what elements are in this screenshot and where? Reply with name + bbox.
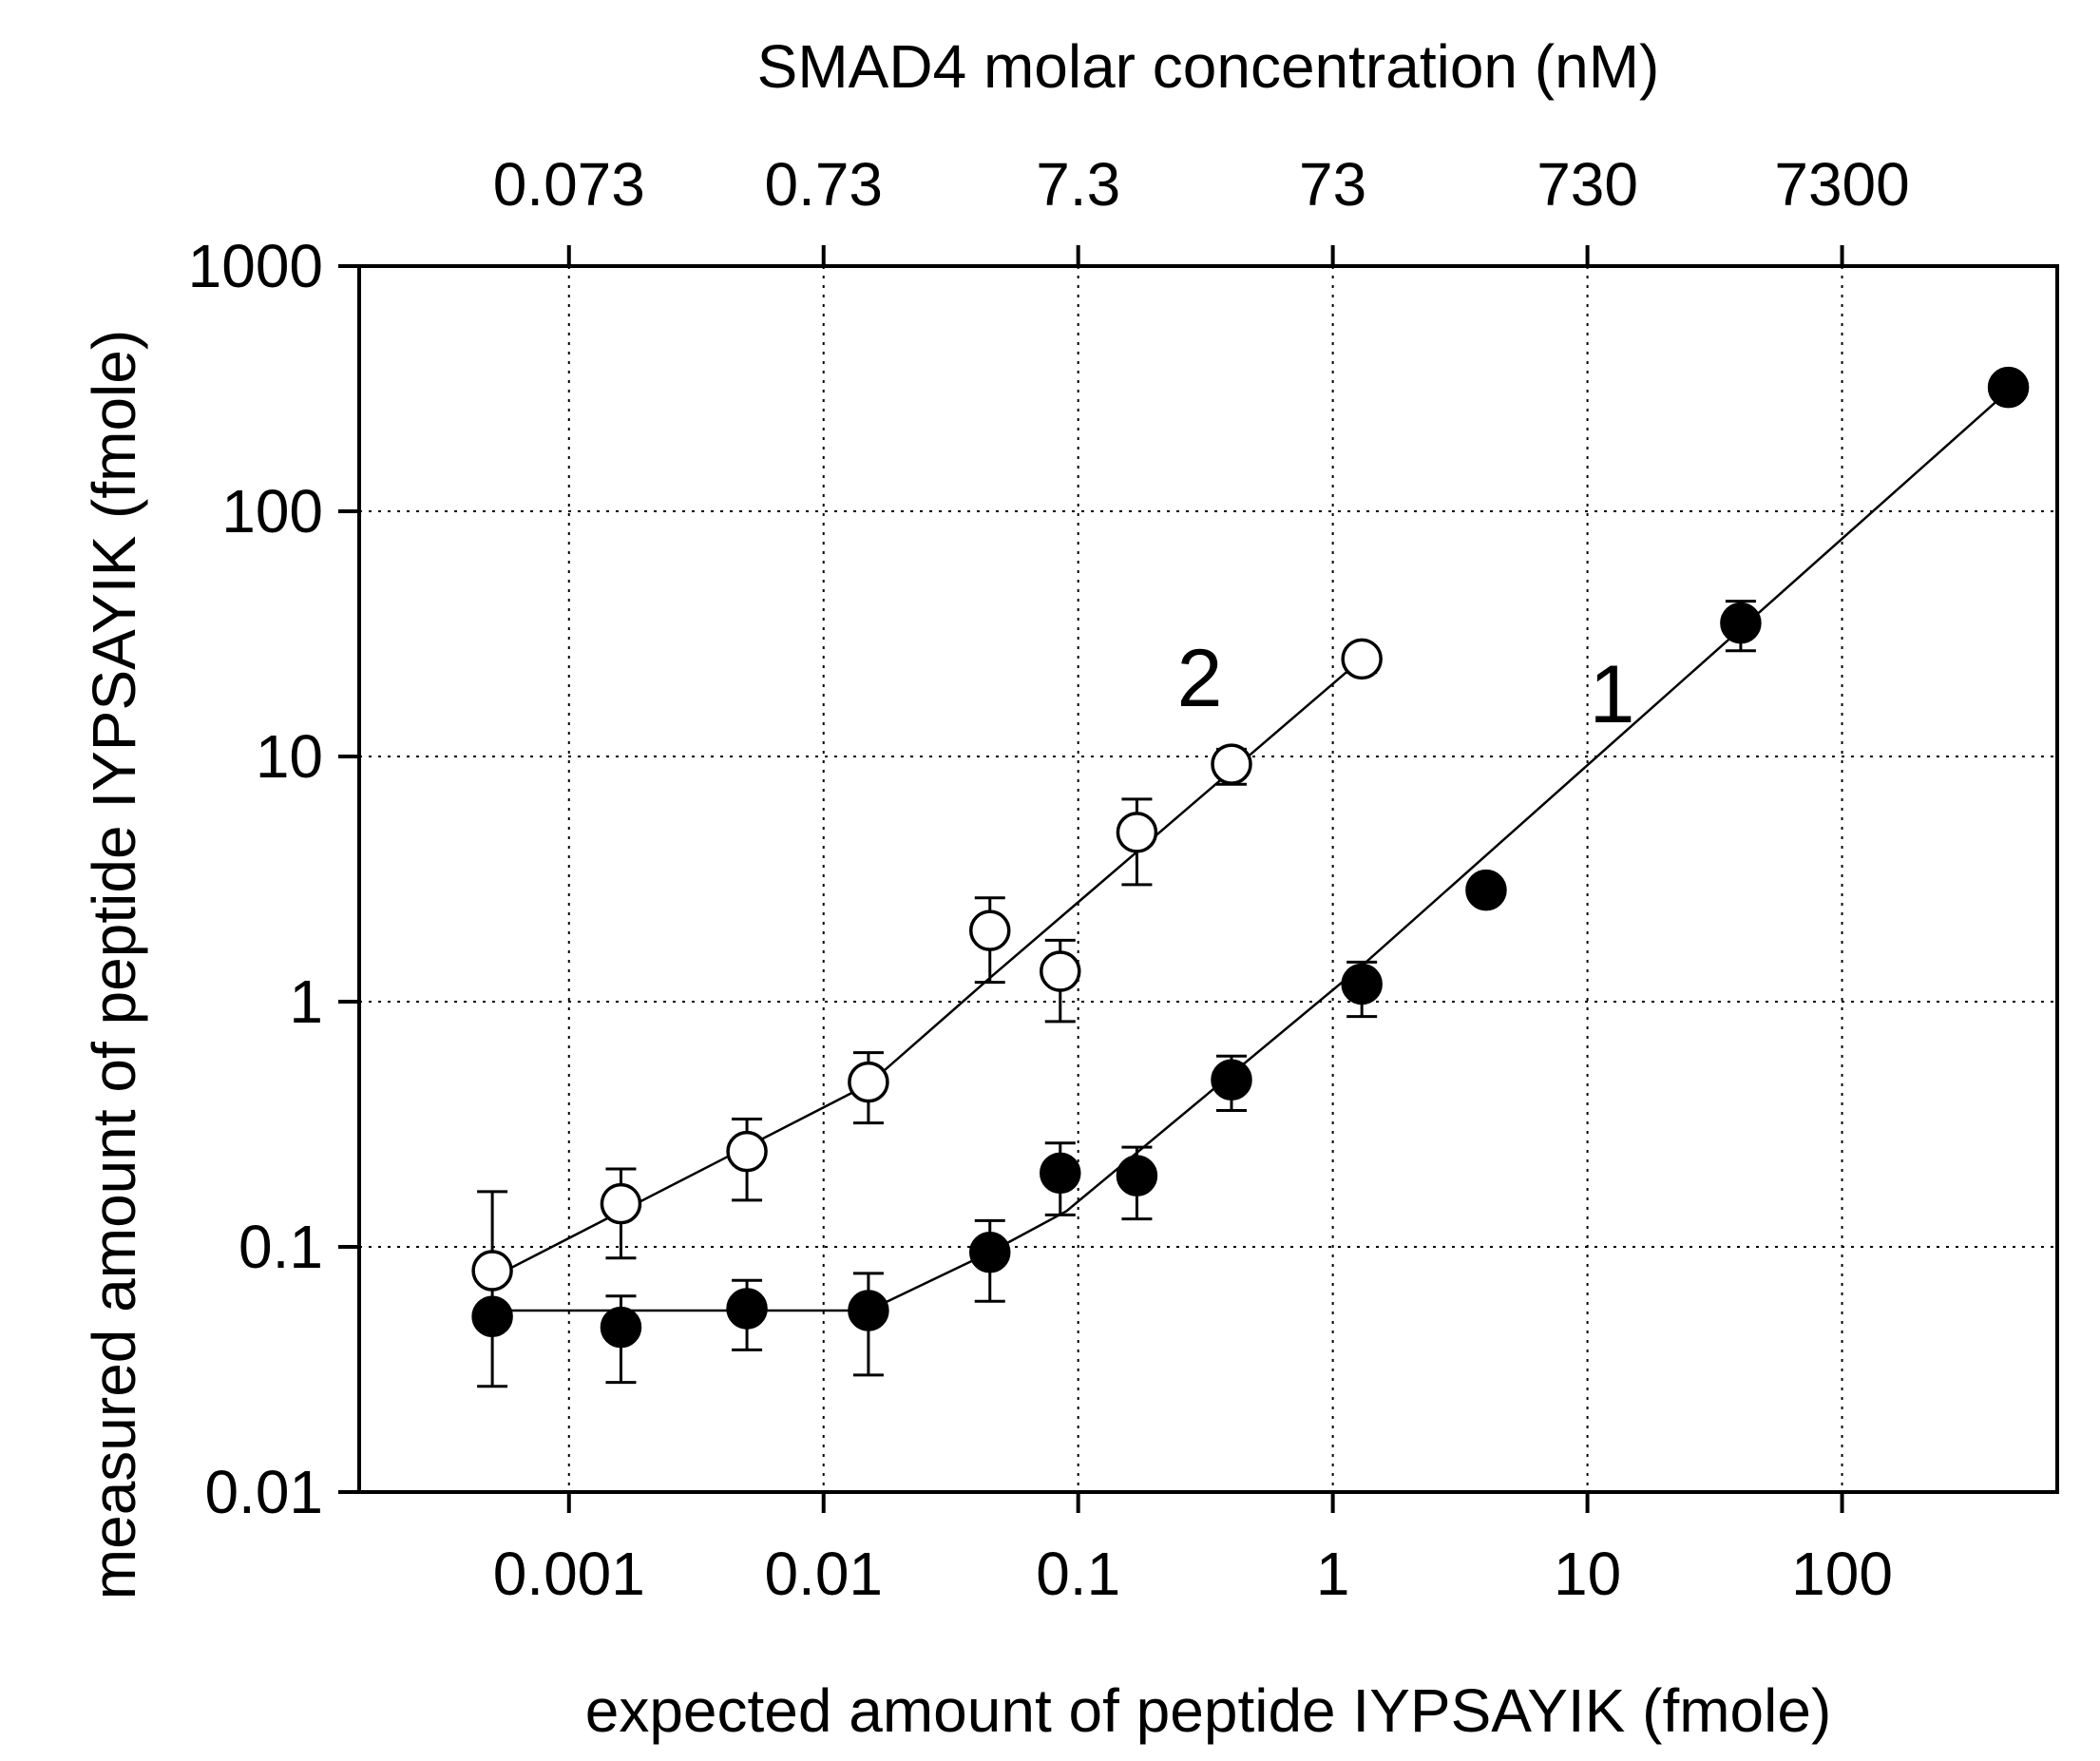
plot-frame — [357, 264, 2059, 1494]
data-point-series-2 — [471, 1250, 513, 1292]
top-tick-label: 7300 — [1774, 150, 1909, 219]
series-label-1: 1 — [1590, 649, 1635, 740]
data-point-series-1 — [1987, 366, 2030, 409]
fit-lines — [491, 390, 2010, 1312]
x-tick-label: 0.01 — [764, 1540, 883, 1608]
tick-labels: 0.001 0.01 0.1 1 10 100 0.073 0.73 7.3 73 730 7300 0… — [188, 150, 1910, 1608]
data-point-series-1 — [1465, 869, 1507, 911]
x-tick-label: 0.1 — [1036, 1540, 1120, 1608]
data-point-series-1 — [600, 1306, 642, 1349]
data-point-series-2 — [600, 1182, 642, 1225]
top-tick-label: 0.073 — [493, 150, 645, 219]
top-tick-label: 730 — [1537, 150, 1638, 219]
data-point-series-2 — [1040, 950, 1081, 992]
x-tick-label: 0.001 — [493, 1540, 645, 1608]
top-axis-title: SMAD4 molar concentration (nM) — [757, 32, 1660, 101]
data-points — [471, 366, 2030, 1349]
top-tick-label: 7.3 — [1036, 150, 1120, 219]
axis-ticks — [338, 245, 1844, 1513]
top-tick-label: 0.73 — [764, 150, 883, 219]
data-point-series-2 — [726, 1130, 768, 1173]
data-point-series-1 — [1040, 1152, 1081, 1195]
y-tick-label: 0.1 — [239, 1213, 323, 1281]
y-axis-title: measured amount of peptide IYPSAYIK (fmo… — [80, 330, 148, 1599]
fit-line-series-1 — [492, 390, 2010, 1312]
data-point-series-1 — [848, 1290, 889, 1331]
data-point-series-2 — [848, 1061, 889, 1103]
data-point-series-1 — [1211, 1059, 1252, 1101]
x-tick-label: 10 — [1554, 1540, 1621, 1608]
data-point-series-1 — [1341, 963, 1383, 1005]
fit-line-series-2 — [491, 658, 1363, 1279]
top-tick-label: 73 — [1299, 150, 1366, 219]
x-tick-label: 100 — [1791, 1540, 1893, 1608]
y-tick-label: 1 — [289, 967, 323, 1036]
data-point-series-2 — [969, 909, 1011, 951]
series-label-2: 2 — [1177, 633, 1223, 724]
data-point-series-2 — [1211, 743, 1252, 785]
y-tick-label: 10 — [256, 722, 323, 791]
data-point-series-1 — [471, 1295, 513, 1338]
data-point-series-1 — [969, 1231, 1011, 1273]
data-point-series-2 — [1341, 638, 1383, 680]
x-tick-label: 1 — [1316, 1540, 1350, 1608]
y-tick-label: 1000 — [188, 232, 323, 300]
y-tick-label: 0.01 — [204, 1458, 323, 1526]
data-point-series-1 — [726, 1288, 768, 1330]
data-point-series-2 — [1116, 812, 1158, 853]
data-point-series-1 — [1116, 1155, 1158, 1196]
data-point-series-1 — [1720, 602, 1762, 644]
y-tick-label: 100 — [221, 477, 323, 546]
x-axis-title: expected amount of peptide IYPSAYIK (fmo… — [585, 1676, 1832, 1745]
